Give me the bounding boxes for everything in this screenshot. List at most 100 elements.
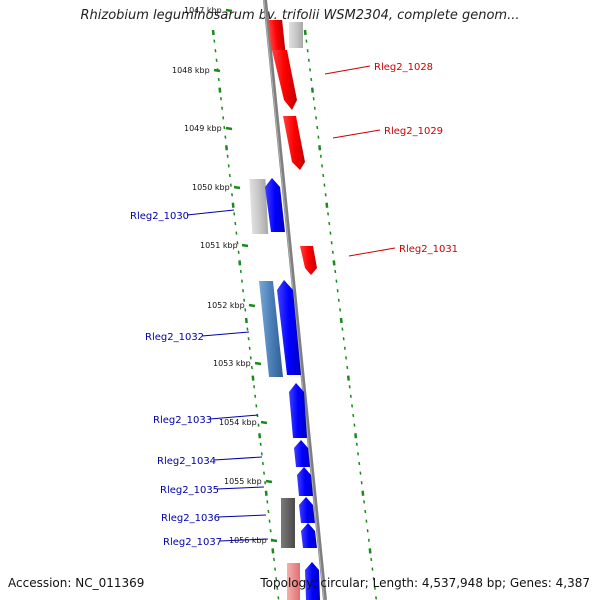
feature-red-top	[268, 20, 286, 50]
kbp-scale: 1047 kbp 1048 kbp 1049 kbp 1050 kbp 1051 kbp…	[172, 6, 278, 545]
tick-mark	[253, 385, 256, 389]
kbp-label: 1053 kbp	[213, 359, 251, 368]
tick-mark	[331, 250, 334, 254]
tick-mark	[336, 289, 339, 293]
tick-mark	[233, 212, 236, 216]
feature-grey-1030	[249, 179, 269, 234]
gene-rleg2-1032[interactable]	[277, 280, 301, 375]
gene-label[interactable]: Rleg2_1030	[130, 211, 189, 222]
tick-mark	[310, 87, 314, 93]
accession-text: Accession: NC_011369	[8, 576, 145, 590]
gene-rleg2-1031[interactable]	[300, 246, 317, 275]
tick-mark	[372, 577, 375, 581]
gene-label[interactable]: Rleg2_1037	[163, 537, 222, 548]
gene-label[interactable]: Rleg2_1029	[384, 126, 443, 137]
kbp-tick	[254, 361, 262, 366]
tick-mark	[259, 442, 262, 446]
tick-mark	[231, 202, 235, 208]
tick-mark	[225, 145, 228, 151]
gene-rleg2-1029[interactable]	[283, 116, 305, 170]
tick-mark	[359, 471, 362, 475]
tick-mark	[322, 173, 325, 178]
tick-mark	[260, 452, 263, 456]
gene-rleg2-1036[interactable]	[299, 497, 315, 523]
tick-mark	[345, 356, 348, 360]
tick-mark	[339, 308, 342, 312]
backbone-line-inner	[263, 0, 325, 600]
gene-label[interactable]: Rleg2_1036	[161, 513, 220, 524]
tick-mark	[366, 529, 369, 533]
tick-mark	[249, 356, 252, 360]
tick-mark	[339, 317, 343, 324]
tick-mark	[251, 375, 255, 381]
tick-mark	[358, 461, 361, 466]
tick-mark	[373, 586, 376, 590]
tick-mark	[218, 87, 222, 93]
tick-mark	[276, 586, 279, 590]
tick-mark	[310, 77, 313, 82]
backbone-line-outer	[263, 0, 327, 600]
tick-mark	[367, 538, 370, 542]
feature-darkgrey-1036	[281, 498, 295, 548]
kbp-tick	[241, 243, 249, 248]
gene-rleg2-1033[interactable]	[289, 383, 307, 438]
tick-mark	[277, 596, 280, 600]
tick-mark	[267, 509, 270, 514]
tick-mark	[266, 500, 269, 504]
tick-mark	[355, 442, 358, 446]
gene-label[interactable]: Rleg2_1031	[399, 244, 458, 255]
gene-leader-line	[332, 129, 381, 139]
tick-mark	[341, 327, 344, 331]
gene-rleg2-1037[interactable]	[301, 523, 317, 548]
tick-mark	[324, 193, 327, 197]
tick-mark	[272, 557, 275, 562]
gene-rleg2-1034[interactable]	[294, 440, 310, 467]
tick-mark	[228, 173, 231, 178]
kbp-tick	[265, 479, 273, 484]
kbp-label: 1048 kbp	[172, 66, 210, 75]
tick-mark	[329, 231, 332, 235]
tick-mark	[213, 39, 216, 43]
tick-mark	[313, 106, 316, 110]
gene-leader-line	[186, 209, 235, 216]
tick-mark	[257, 423, 260, 427]
tick-mark	[316, 125, 319, 130]
tick-mark	[375, 596, 378, 600]
gene-label[interactable]: Rleg2_1028	[374, 62, 433, 73]
kbp-tick	[260, 420, 268, 425]
tick-mark	[239, 269, 242, 274]
tick-mark	[219, 97, 222, 101]
gene-rleg2-1028[interactable]	[272, 50, 297, 110]
tick-mark	[312, 97, 315, 101]
tick-mark	[234, 221, 237, 226]
tick-mark	[346, 365, 349, 370]
gene-label[interactable]: Rleg2_1034	[157, 456, 216, 467]
tick-mark	[215, 58, 218, 62]
kbp-label: 1050 kbp	[192, 183, 230, 192]
tick-mark	[243, 298, 246, 302]
tick-mark	[351, 404, 354, 408]
tick-mark	[247, 337, 250, 341]
tick-mark	[349, 394, 352, 398]
tick-mark	[365, 519, 368, 523]
tick-mark	[264, 481, 267, 485]
tick-mark	[238, 260, 242, 266]
tick-mark	[240, 279, 243, 283]
gene-rleg2-1030[interactable]	[265, 178, 285, 232]
gene-rleg2-1035[interactable]	[297, 467, 313, 496]
tick-mark	[242, 289, 245, 293]
tick-mark	[269, 529, 272, 533]
tick-mark	[263, 471, 266, 475]
tick-mark	[315, 116, 318, 120]
gene-leader-line	[201, 331, 250, 337]
gene-labels: Rleg2_1028 Rleg2_1029 Rleg2_1031 Rleg2_1030…	[130, 62, 458, 548]
tick-mark	[246, 327, 249, 331]
map-title: Rhizobium leguminosarum bv. trifolii WSM…	[80, 8, 520, 23]
gene-label[interactable]: Rleg2_1032	[145, 332, 204, 343]
tick-mark	[354, 433, 358, 439]
tick-mark	[357, 452, 360, 456]
gene-label[interactable]: Rleg2_1033	[153, 415, 212, 426]
tick-mark	[332, 260, 336, 266]
gene-label[interactable]: Rleg2_1035	[160, 485, 219, 496]
